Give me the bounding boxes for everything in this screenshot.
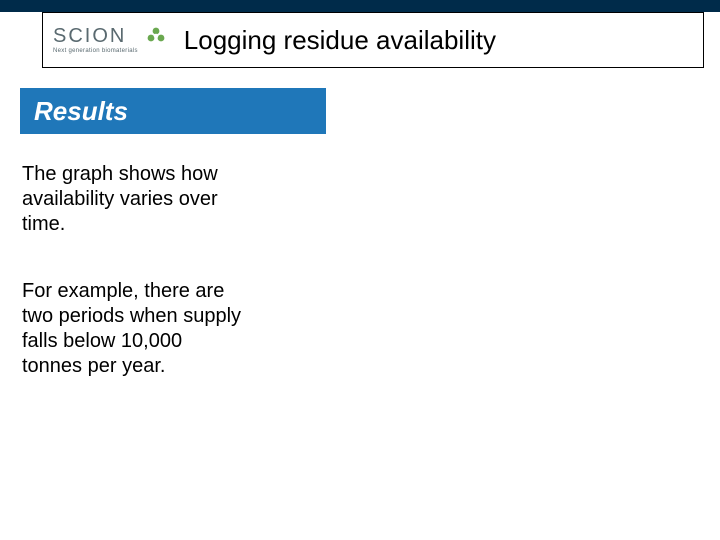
slide: SCION Next generation biomaterials Loggi…	[0, 0, 720, 540]
logo: SCION Next generation biomaterials	[43, 26, 166, 54]
clover-icon	[146, 26, 166, 51]
logo-text-block: SCION Next generation biomaterials	[53, 26, 138, 54]
top-strip	[0, 0, 720, 12]
header-box: SCION Next generation biomaterials Loggi…	[42, 12, 704, 68]
paragraph-2: For example, there are two periods when …	[22, 279, 242, 379]
body-text: The graph shows how availability varies …	[22, 162, 242, 379]
logo-wordmark: SCION	[53, 26, 138, 46]
paragraph-1: The graph shows how availability varies …	[22, 162, 242, 237]
logo-tagline: Next generation biomaterials	[53, 48, 138, 54]
section-heading-bar: Results	[20, 88, 326, 134]
slide-title: Logging residue availability	[166, 25, 703, 56]
section-heading: Results	[34, 96, 128, 127]
